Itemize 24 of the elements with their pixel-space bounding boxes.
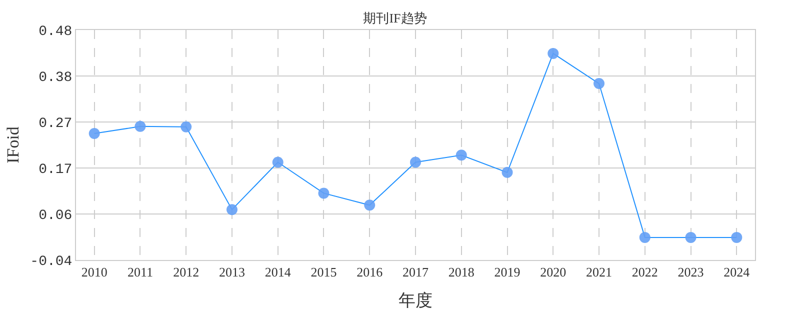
y-tick-label: 0.27	[38, 116, 72, 132]
x-tick-label: 2018	[448, 264, 474, 280]
x-tick-label: 2014	[264, 264, 292, 280]
y-tick-label: 0.06	[38, 208, 72, 224]
x-tick-label: 2016	[356, 264, 384, 280]
x-tick-label: 2019	[494, 264, 520, 280]
x-tick-label: 2021	[586, 264, 612, 280]
x-tick-label: 2010	[81, 264, 108, 280]
x-tick-label: 2013	[218, 264, 245, 280]
x-tick-label: 2017	[402, 264, 429, 280]
x-tick-label: 2011	[127, 264, 153, 280]
x-axis-title: 年度	[398, 291, 432, 310]
y-tick-label: -0.04	[30, 254, 72, 270]
x-tick-label: 2020	[540, 264, 566, 280]
x-tick-label: 2022	[632, 264, 658, 280]
chart-title: 期刊IF趋势	[363, 10, 427, 26]
y-tick-label: 0.48	[38, 24, 72, 40]
y-axis-title: IFoid	[4, 126, 23, 164]
y-tick-label: 0.38	[38, 70, 72, 86]
x-tick-label: 2023	[678, 264, 704, 280]
y-tick-label: 0.17	[38, 162, 72, 178]
x-tick-label: 2024	[724, 264, 750, 280]
x-tick-label: 2015	[310, 264, 337, 280]
x-tick-label: 2012	[173, 264, 200, 280]
